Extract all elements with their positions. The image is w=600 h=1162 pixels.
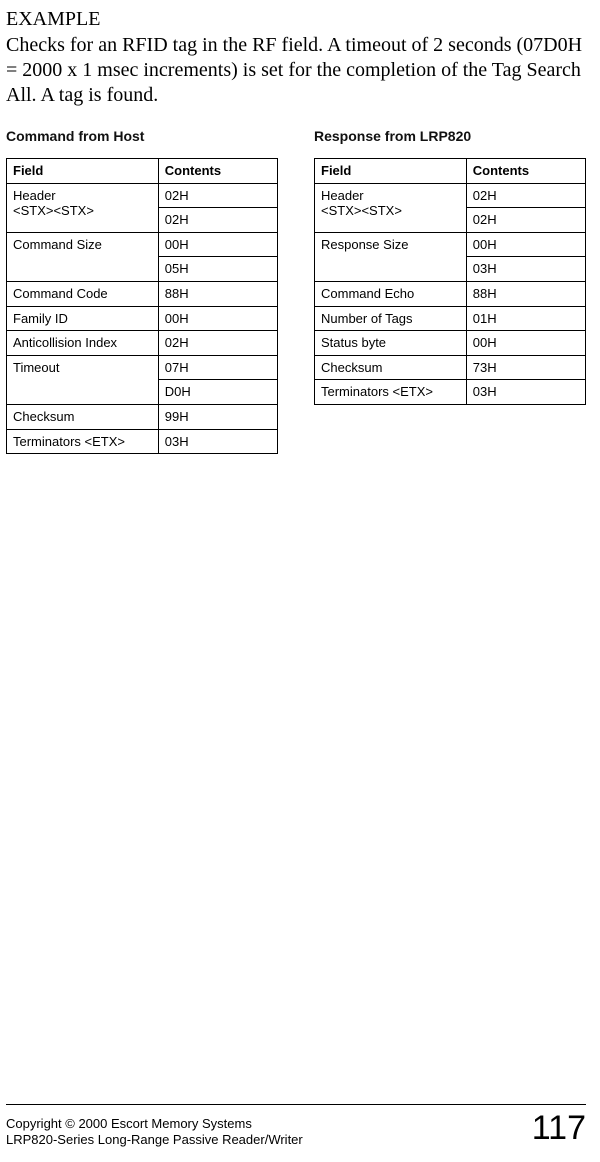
col-contents: Contents <box>158 159 277 184</box>
col-contents: Contents <box>466 159 585 184</box>
table-row: Number of Tags01H <box>315 306 586 331</box>
field-cell: Timeout <box>7 355 159 404</box>
contents-cell: 00H <box>158 306 277 331</box>
example-heading: EXAMPLE <box>6 8 586 31</box>
contents-cell: 00H <box>466 331 585 356</box>
contents-cell: 03H <box>466 380 585 405</box>
table-row: Command Echo88H <box>315 281 586 306</box>
contents-cell: 02H <box>466 208 585 233</box>
table-header-row: Field Contents <box>7 159 278 184</box>
left-column: Command from Host Field Contents Header<… <box>6 128 278 454</box>
table-row: Command Size00H <box>7 232 278 257</box>
contents-cell: 88H <box>158 281 277 306</box>
contents-cell: 02H <box>158 208 277 233</box>
table-row: Header<STX><STX>02H <box>7 183 278 208</box>
field-cell: Command Size <box>7 232 159 281</box>
table-row: Command Code88H <box>7 281 278 306</box>
contents-cell: 02H <box>466 183 585 208</box>
contents-cell: 02H <box>158 183 277 208</box>
page-footer: Copyright © 2000 Escort Memory Systems L… <box>6 1104 586 1148</box>
field-cell: Header<STX><STX> <box>7 183 159 232</box>
right-table-title: Response from LRP820 <box>314 128 586 144</box>
contents-cell: 99H <box>158 404 277 429</box>
field-cell: Terminators <ETX> <box>315 380 467 405</box>
contents-cell: 01H <box>466 306 585 331</box>
table-row: Timeout07H <box>7 355 278 380</box>
col-field: Field <box>315 159 467 184</box>
contents-cell: 07H <box>158 355 277 380</box>
table-header-row: Field Contents <box>315 159 586 184</box>
command-table: Field Contents Header<STX><STX>02H02HCom… <box>6 158 278 454</box>
table-row: Header<STX><STX>02H <box>315 183 586 208</box>
page-number: 117 <box>532 1109 586 1148</box>
tables-row: Command from Host Field Contents Header<… <box>6 128 586 454</box>
table-row: Checksum99H <box>7 404 278 429</box>
footer-text: Copyright © 2000 Escort Memory Systems L… <box>6 1116 303 1149</box>
field-cell: Family ID <box>7 306 159 331</box>
table-row: Anticollision Index02H <box>7 331 278 356</box>
contents-cell: D0H <box>158 380 277 405</box>
right-column: Response from LRP820 Field Contents Head… <box>314 128 586 454</box>
footer-row: Copyright © 2000 Escort Memory Systems L… <box>6 1109 586 1148</box>
col-field: Field <box>7 159 159 184</box>
table-row: Checksum73H <box>315 355 586 380</box>
contents-cell: 00H <box>466 232 585 257</box>
footer-rule <box>6 1104 586 1105</box>
contents-cell: 03H <box>466 257 585 282</box>
field-cell: Status byte <box>315 331 467 356</box>
field-cell: Terminators <ETX> <box>7 429 159 454</box>
field-cell: Checksum <box>315 355 467 380</box>
product-line: LRP820-Series Long-Range Passive Reader/… <box>6 1132 303 1148</box>
contents-cell: 03H <box>158 429 277 454</box>
contents-cell: 88H <box>466 281 585 306</box>
table-row: Status byte00H <box>315 331 586 356</box>
field-cell: Anticollision Index <box>7 331 159 356</box>
field-cell: Command Code <box>7 281 159 306</box>
field-cell: Command Echo <box>315 281 467 306</box>
table-row: Terminators <ETX>03H <box>7 429 278 454</box>
field-cell: Number of Tags <box>315 306 467 331</box>
contents-cell: 00H <box>158 232 277 257</box>
field-cell: Response Size <box>315 232 467 281</box>
table-row: Response Size00H <box>315 232 586 257</box>
field-cell: Checksum <box>7 404 159 429</box>
copyright-line: Copyright © 2000 Escort Memory Systems <box>6 1116 303 1132</box>
table-row: Family ID00H <box>7 306 278 331</box>
field-cell: Header<STX><STX> <box>315 183 467 232</box>
contents-cell: 02H <box>158 331 277 356</box>
left-table-title: Command from Host <box>6 128 278 144</box>
contents-cell: 05H <box>158 257 277 282</box>
example-body: Checks for an RFID tag in the RF field. … <box>6 33 586 108</box>
table-row: Terminators <ETX>03H <box>315 380 586 405</box>
response-table: Field Contents Header<STX><STX>02H02HRes… <box>314 158 586 405</box>
contents-cell: 73H <box>466 355 585 380</box>
